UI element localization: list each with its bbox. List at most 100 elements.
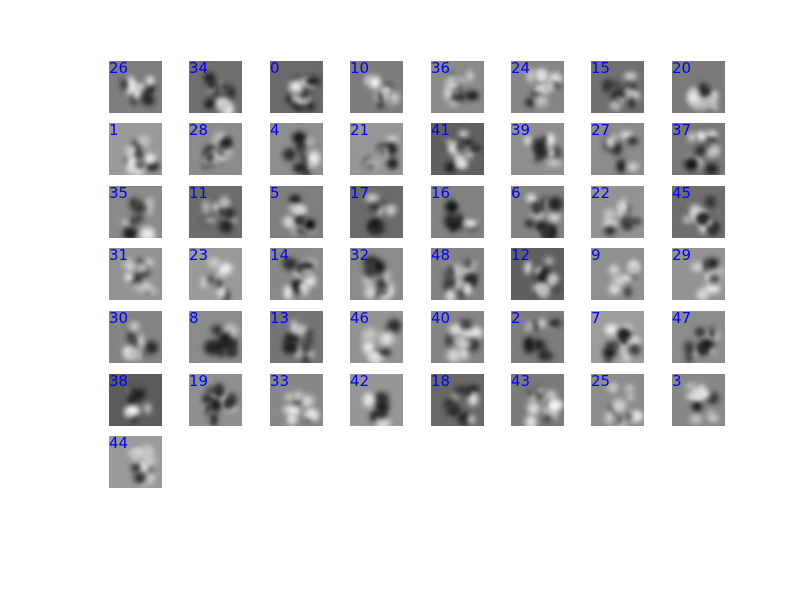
filter-tile: 4: [270, 123, 323, 175]
filter-blob: [537, 283, 551, 298]
filter-index-label: 13: [270, 311, 289, 327]
filter-index-label: 14: [270, 248, 289, 264]
filter-blob: [379, 331, 394, 345]
filter-tile: 7: [591, 311, 644, 363]
filter-blob: [457, 162, 466, 168]
filter-blob: [447, 348, 461, 363]
filter-tile: 20: [672, 61, 725, 113]
filter-index-label: 37: [672, 123, 691, 139]
filter-index-label: 0: [270, 61, 280, 77]
filter-tile: 19: [189, 374, 242, 426]
filter-index-label: 25: [591, 374, 610, 390]
filter-tile: 26: [109, 61, 162, 113]
filter-blob: [625, 385, 634, 393]
filter-blob: [306, 102, 315, 111]
filter-blob: [467, 274, 477, 281]
filter-blob: [146, 472, 154, 482]
filter-blob: [305, 139, 315, 145]
filter-index-label: 11: [189, 186, 208, 202]
filter-blob: [125, 405, 140, 416]
filter-blob: [705, 284, 720, 292]
filter-blob: [445, 200, 459, 214]
filter-blob: [605, 324, 618, 335]
filter-blob: [129, 217, 139, 226]
filter-blob: [205, 99, 215, 109]
filter-blob: [691, 263, 705, 271]
filter-tile: 43: [511, 374, 564, 426]
filter-blob: [467, 71, 473, 81]
filter-blob: [145, 341, 159, 354]
filter-tile: 39: [511, 123, 564, 175]
filter-index-label: 32: [350, 248, 369, 264]
filter-tile: 37: [672, 123, 725, 175]
filter-blob: [545, 257, 553, 264]
filter-blob: [626, 413, 632, 421]
filter-index-label: 16: [431, 186, 450, 202]
filter-blob: [548, 197, 563, 210]
filter-blob: [123, 227, 137, 238]
filter-blob: [465, 91, 478, 100]
filter-blob: [628, 344, 640, 355]
filter-tile: 13: [270, 311, 323, 363]
filter-blob: [220, 202, 230, 207]
filter-blob: [708, 327, 716, 340]
filter-index-label: 6: [511, 186, 521, 202]
filter-blob: [287, 414, 298, 425]
filter-blob: [206, 388, 217, 393]
filter-index-label: 1: [109, 123, 119, 139]
filter-index-label: 20: [672, 61, 691, 77]
filter-blob: [294, 215, 303, 226]
filter-blob: [625, 287, 631, 297]
filter-index-label: 45: [672, 186, 691, 202]
filter-blob: [136, 161, 144, 169]
filter-blob: [538, 319, 546, 328]
filter-blob: [614, 341, 619, 351]
filter-blob: [706, 258, 719, 269]
filter-blob: [370, 219, 379, 228]
filter-blob: [547, 319, 561, 327]
filter-blob: [204, 218, 216, 223]
filter-blob: [367, 164, 373, 169]
filter-blob: [527, 390, 532, 398]
filter-index-label: 30: [109, 311, 128, 327]
filter-index-label: 42: [350, 374, 369, 390]
filter-tile: 27: [591, 123, 644, 175]
filter-blob: [548, 400, 561, 411]
filter-blob: [446, 334, 451, 347]
filter-index-label: 26: [109, 61, 128, 77]
filter-blob: [219, 219, 232, 233]
filter-blob: [451, 401, 459, 413]
filter-index-label: 4: [270, 123, 280, 139]
filter-blob: [132, 449, 139, 464]
filter-blob: [534, 146, 549, 159]
filter-tile: 25: [591, 374, 644, 426]
filter-blob: [132, 201, 146, 214]
filter-blob: [203, 200, 209, 213]
filter-index-label: 23: [189, 248, 208, 264]
filter-tile: 24: [511, 61, 564, 113]
filter-index-label: 47: [672, 311, 691, 327]
filter-tile: 10: [350, 61, 403, 113]
filter-blob: [201, 277, 207, 288]
filter-blob: [387, 206, 395, 217]
filter-tile: 23: [189, 248, 242, 300]
filter-tile: 12: [511, 248, 564, 300]
filter-tile: 31: [109, 248, 162, 300]
filter-tile: 15: [591, 61, 644, 113]
filter-index-label: 46: [350, 311, 369, 327]
filter-index-label: 33: [270, 374, 289, 390]
filter-tile: 3: [672, 374, 725, 426]
filter-index-label: 7: [591, 311, 601, 327]
filter-blob: [708, 410, 714, 418]
filter-blob: [536, 388, 544, 393]
filter-blob: [535, 70, 546, 78]
filter-blob: [289, 195, 302, 205]
filter-index-label: 36: [431, 61, 450, 77]
filter-blob: [289, 204, 294, 211]
filter-blob: [541, 347, 547, 356]
filter-index-label: 35: [109, 186, 128, 202]
filter-tile: 45: [672, 186, 725, 238]
filter-blob: [210, 399, 221, 413]
filter-blob: [628, 163, 638, 171]
filter-blob: [294, 391, 302, 402]
